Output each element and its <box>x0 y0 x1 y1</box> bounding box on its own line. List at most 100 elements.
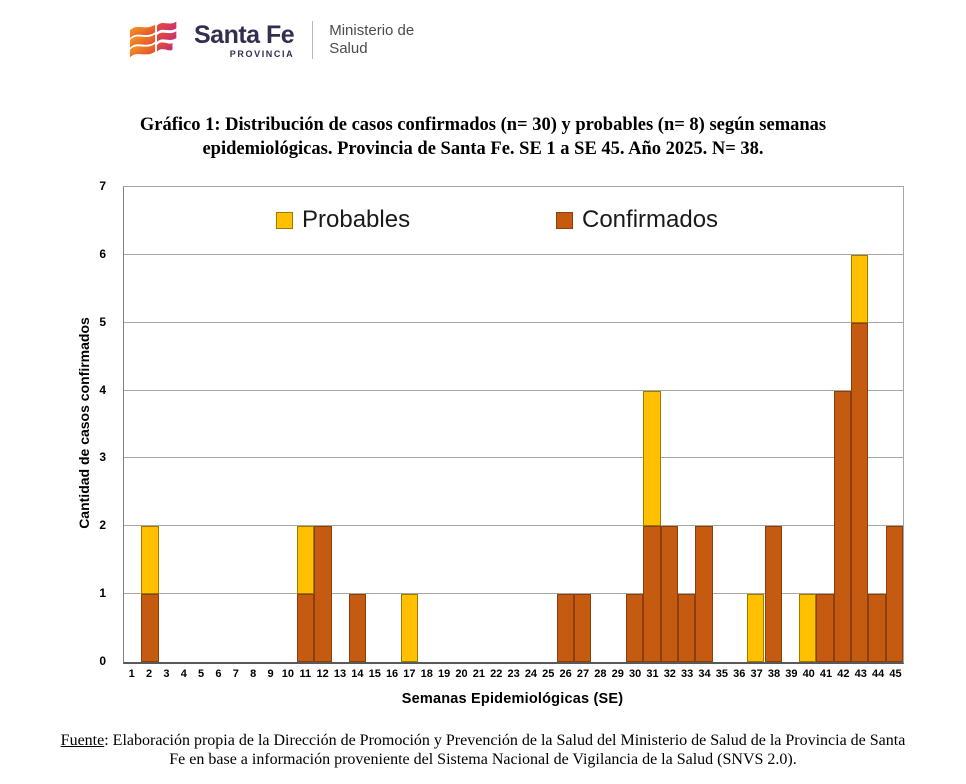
gridline-y2 <box>124 525 903 527</box>
header-divider <box>312 21 314 59</box>
y-tick-label-1: 1 <box>99 586 106 601</box>
legend-label-probables: Probables <box>302 206 411 233</box>
source-line1-text: : Elaboración propia de la Dirección de … <box>104 732 906 749</box>
x-tick-label-20: 20 <box>455 668 468 680</box>
x-tick-label-41: 41 <box>819 668 833 680</box>
chart-title: Gráfico 1: Distribución de casos confirm… <box>0 113 966 161</box>
x-tick-label-30: 30 <box>628 668 642 680</box>
x-tick-label-14: 14 <box>351 668 364 680</box>
y-tick-label-5: 5 <box>99 314 106 329</box>
bar-week-37-probables <box>747 594 765 662</box>
plot-area: Probables Confirmados <box>123 186 904 664</box>
brand-block: Santa Fe PROVINCIA <box>194 20 295 59</box>
bar-week-27-confirmados <box>574 594 592 662</box>
y-tick-label-6: 6 <box>99 246 106 261</box>
x-tick-label-33: 33 <box>681 668 694 680</box>
x-tick-label-22: 22 <box>490 668 503 680</box>
bar-week-34-confirmados <box>695 526 713 662</box>
x-tick-label-8: 8 <box>250 668 257 680</box>
brand-name: Santa Fe <box>194 20 295 49</box>
x-tick-label-24: 24 <box>524 668 538 680</box>
bar-week-40-probables <box>799 594 817 662</box>
x-tick-label-36: 36 <box>733 668 746 680</box>
x-tick-label-29: 29 <box>611 668 624 680</box>
legend-item-confirmados: Confirmados <box>556 207 718 233</box>
y-tick-label-2: 2 <box>99 518 106 533</box>
x-tick-label-32: 32 <box>663 668 676 680</box>
x-tick-label-17: 17 <box>403 668 416 680</box>
gridline-y3 <box>124 457 903 459</box>
ministry-line1: Ministerio de <box>329 22 415 39</box>
bar-week-43-probables <box>851 254 869 323</box>
x-tick-label-18: 18 <box>420 668 433 680</box>
bar-week-2-confirmados <box>141 594 159 662</box>
x-tick-label-10: 10 <box>281 668 295 680</box>
bar-week-32-confirmados <box>660 526 678 662</box>
y-tick-label-3: 3 <box>99 450 106 465</box>
x-tick-label-27: 27 <box>576 668 590 680</box>
bar-week-17-probables <box>400 594 419 662</box>
bar-week-42-confirmados <box>833 390 852 662</box>
bar-week-33-confirmados <box>677 594 696 662</box>
bar-week-11-confirmados <box>297 594 315 662</box>
x-tick-label-6: 6 <box>215 668 222 680</box>
gridline-y5 <box>124 321 903 323</box>
x-tick-label-40: 40 <box>802 668 815 680</box>
x-tick-label-37: 37 <box>750 668 763 680</box>
x-tick-label-31: 31 <box>646 668 659 680</box>
ministry-line2: Salud <box>329 40 368 57</box>
bar-week-11-probables <box>297 526 315 595</box>
x-tick-label-1: 1 <box>128 668 135 680</box>
x-tick-label-28: 28 <box>594 668 607 680</box>
gridline-y4 <box>124 389 903 391</box>
santafe-flag-icon <box>129 21 177 58</box>
bar-week-31-probables <box>643 390 661 527</box>
legend-swatch-probables <box>276 211 293 229</box>
x-tick-label-3: 3 <box>163 668 170 680</box>
gridline-y1 <box>124 593 903 595</box>
x-tick-label-42: 42 <box>837 668 850 680</box>
x-tick-label-21: 21 <box>472 668 485 680</box>
x-tick-label-15: 15 <box>368 668 381 680</box>
bar-week-30-confirmados <box>626 594 644 662</box>
legend-swatch-confirmados <box>556 211 573 229</box>
x-tick-label-5: 5 <box>198 668 205 680</box>
chart-title-line2: epidemiológicas. Provincia de Santa Fe. … <box>202 139 764 159</box>
ministry-name: Ministerio de Salud <box>329 22 414 58</box>
source-label: Fuente <box>60 732 105 749</box>
brand-subtitle: PROVINCIA <box>229 48 295 59</box>
bar-week-12-confirmados <box>314 526 332 662</box>
x-tick-label-9: 9 <box>267 668 274 680</box>
bar-week-26-confirmados <box>556 594 575 662</box>
x-tick-label-4: 4 <box>180 668 187 680</box>
bar-week-14-confirmados <box>349 594 367 662</box>
source-line2: Fe en base a información proveniente del… <box>169 751 797 768</box>
gridline-y6 <box>124 253 903 255</box>
x-tick-label-26: 26 <box>559 668 572 680</box>
legend-label-confirmados: Confirmados <box>582 206 719 233</box>
x-tick-label-45: 45 <box>889 668 902 680</box>
x-tick-label-11: 11 <box>299 668 312 680</box>
y-axis-ticks: 0 1 2 3 4 5 6 7 <box>80 180 114 667</box>
x-tick-label-34: 34 <box>698 668 711 680</box>
x-tick-label-25: 25 <box>542 668 555 680</box>
bar-week-38-confirmados <box>764 526 782 662</box>
legend-item-probables: Probables <box>276 207 410 233</box>
x-tick-label-16: 16 <box>385 668 399 680</box>
x-axis-title: Semanas Epidemiológicas (SE) <box>401 691 624 707</box>
y-tick-label-0: 0 <box>99 654 106 668</box>
x-tick-label-12: 12 <box>316 668 329 680</box>
bar-week-2-probables <box>141 526 159 595</box>
bar-week-31-confirmados <box>643 526 661 662</box>
x-tick-label-44: 44 <box>872 668 885 680</box>
source-note: Fuente: Elaboración propia de la Direcci… <box>0 731 966 769</box>
x-tick-label-13: 13 <box>333 668 347 680</box>
header-logo: Santa Fe PROVINCIA Ministerio de Salud <box>128 18 414 62</box>
x-axis-ticks: 1 2 3 4 5 6 7 8 9 10 11 12 13 14 15 16 17 18 19 20 21 22 23 24 2… <box>123 668 904 681</box>
x-tick-label-43: 43 <box>854 668 867 680</box>
x-tick-label-2: 2 <box>145 668 153 680</box>
bar-week-44-confirmados <box>868 594 886 662</box>
source-line1: Fuente: Elaboración propia de la Direcci… <box>0 731 966 750</box>
bar-week-43-confirmados <box>851 322 869 662</box>
